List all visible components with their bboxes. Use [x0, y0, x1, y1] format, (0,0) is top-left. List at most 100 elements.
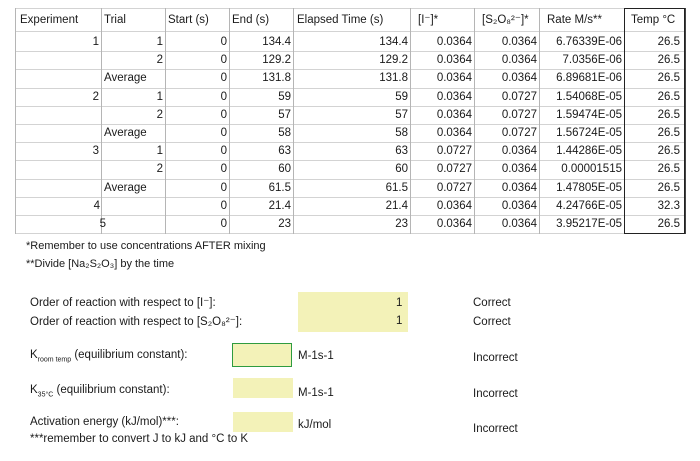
header-trial: Trial: [104, 14, 126, 26]
header-iodide: [I⁻]*: [418, 14, 439, 26]
cell-rate: 6.76339E-06: [556, 36, 622, 48]
cell-persulfate: 0.0364: [501, 181, 537, 194]
cell-start: 0: [220, 72, 227, 85]
cell-temp: 26.5: [657, 127, 680, 139]
cell-experiment: 2: [92, 90, 99, 103]
cell-elapsed: 61.5: [385, 181, 408, 194]
cell-trial: 1: [156, 36, 163, 48]
cell-temp: 26.5: [657, 54, 680, 67]
cell-rate: 4.24766E-05: [556, 199, 622, 212]
activation-unit: kJ/mol: [298, 419, 332, 431]
k-35-status: Incorrect: [473, 388, 518, 400]
k-room-label: Kroom temp (equilibrium constant):: [30, 349, 188, 364]
grid-row-line: [15, 8, 685, 9]
cell-start: 0: [220, 181, 227, 194]
cell-elapsed: 57: [395, 108, 408, 121]
cell-persulfate: 0.0364: [501, 36, 537, 48]
cell-temp: 26.5: [657, 163, 680, 176]
grid-col-line: [229, 8, 230, 234]
grid-col-line: [474, 8, 475, 234]
cell-iodide: 0.0364: [436, 90, 472, 103]
cell-end: 58: [278, 127, 291, 139]
cell-trial: Average: [104, 181, 147, 194]
cell-temp: 26.5: [657, 36, 680, 48]
cell-iodide: 0.0727: [436, 145, 472, 158]
cell-persulfate: 0.0364: [501, 218, 537, 230]
cell-end: 57: [278, 108, 291, 121]
grid-row-line: [15, 142, 685, 144]
cell-end: 23: [278, 218, 291, 230]
cell-rate: 1.44286E-05: [556, 145, 622, 158]
order-answer-area: [298, 292, 408, 332]
cell-rate: 7.0356E-06: [562, 54, 622, 67]
grid-row-line: [15, 69, 685, 71]
cell-persulfate: 0.0364: [501, 145, 537, 158]
grid-col-line: [410, 8, 411, 234]
grid-row-line: [15, 87, 685, 89]
cell-trial: 2: [156, 54, 163, 67]
cell-trial: 2: [156, 163, 163, 176]
cell-elapsed: 63: [395, 145, 408, 158]
activation-status: Incorrect: [473, 423, 518, 435]
cell-temp: 26.5: [657, 181, 680, 194]
cell-rate: 6.89681E-06: [556, 72, 622, 85]
k-room-unit: M-1s-1: [298, 350, 334, 362]
grid-col-line: [293, 8, 294, 234]
order-iodide-input[interactable]: 1: [396, 297, 403, 309]
cell-start: 0: [220, 199, 227, 212]
header-elapsed: Elapsed Time (s): [297, 14, 384, 26]
cell-start: 0: [220, 36, 227, 48]
cell-temp: 26.5: [657, 72, 680, 85]
grid-row-line: [15, 105, 685, 107]
temp-column-border: [624, 8, 685, 234]
cell-end: 134.4: [262, 36, 291, 48]
cell-start: 0: [220, 127, 227, 139]
cell-end: 59: [278, 90, 291, 103]
cell-elapsed: 134.4: [379, 36, 408, 48]
cell-iodide: 0.0364: [436, 54, 472, 67]
activation-note: ***remember to convert J to kJ and °C to…: [30, 433, 249, 445]
cell-end: 60: [278, 163, 291, 176]
cell-start: 0: [220, 145, 227, 158]
cell-trial: 1: [156, 90, 163, 103]
cell-start: 0: [220, 108, 227, 121]
grid-col-line: [165, 8, 166, 234]
cell-temp: 26.5: [657, 108, 680, 121]
cell-iodide: 0.0727: [436, 181, 472, 194]
header-temp: Temp °C: [631, 14, 676, 26]
order-iodide-status: Correct: [473, 297, 511, 309]
cell-experiment: [21, 70, 99, 87]
k-35-input[interactable]: [233, 378, 293, 398]
cell-elapsed: 60: [395, 163, 408, 176]
cell-iodide: 0.0364: [436, 199, 472, 212]
cell-start: 0: [220, 54, 227, 67]
k-35-unit: M-1s-1: [298, 387, 334, 399]
order-iodide-label: Order of reaction with respect to [I⁻]:: [30, 297, 216, 309]
order-persulfate-input[interactable]: 1: [396, 315, 403, 327]
grid-col-line: [685, 8, 686, 234]
cell-persulfate: 0.0364: [501, 199, 537, 212]
cell-persulfate: 0.0364: [501, 163, 537, 176]
cell-experiment: 1: [92, 36, 99, 48]
order-persulfate-status: Correct: [473, 316, 511, 328]
cell-start: 0: [220, 163, 227, 176]
k-room-input[interactable]: [232, 343, 292, 367]
cell-temp: 26.5: [657, 145, 680, 158]
cell-iodide: 0.0364: [436, 72, 472, 85]
cell-iodide: 0.0364: [436, 218, 472, 230]
cell-rate: 1.47805E-05: [556, 181, 622, 194]
cell-rate: 3.95217E-05: [556, 218, 622, 230]
cell-elapsed: 59: [395, 90, 408, 103]
activation-label: Activation energy (kJ/mol)***:: [30, 416, 179, 428]
cell-end: 61.5: [268, 181, 291, 194]
cell-experiment: [21, 125, 99, 142]
header-persulfate: [S₂O₈²⁻]*: [482, 14, 529, 26]
cell-elapsed: 58: [395, 127, 408, 139]
cell-rate: 1.59474E-05: [556, 108, 622, 121]
activation-input[interactable]: [233, 412, 293, 432]
cell-iodide: 0.0364: [436, 36, 472, 48]
cell-temp: 26.5: [657, 218, 680, 230]
cell-rate: 0.00001515: [561, 163, 622, 176]
grid-row-line: [15, 31, 685, 32]
cell-experiment: 4: [93, 199, 100, 212]
